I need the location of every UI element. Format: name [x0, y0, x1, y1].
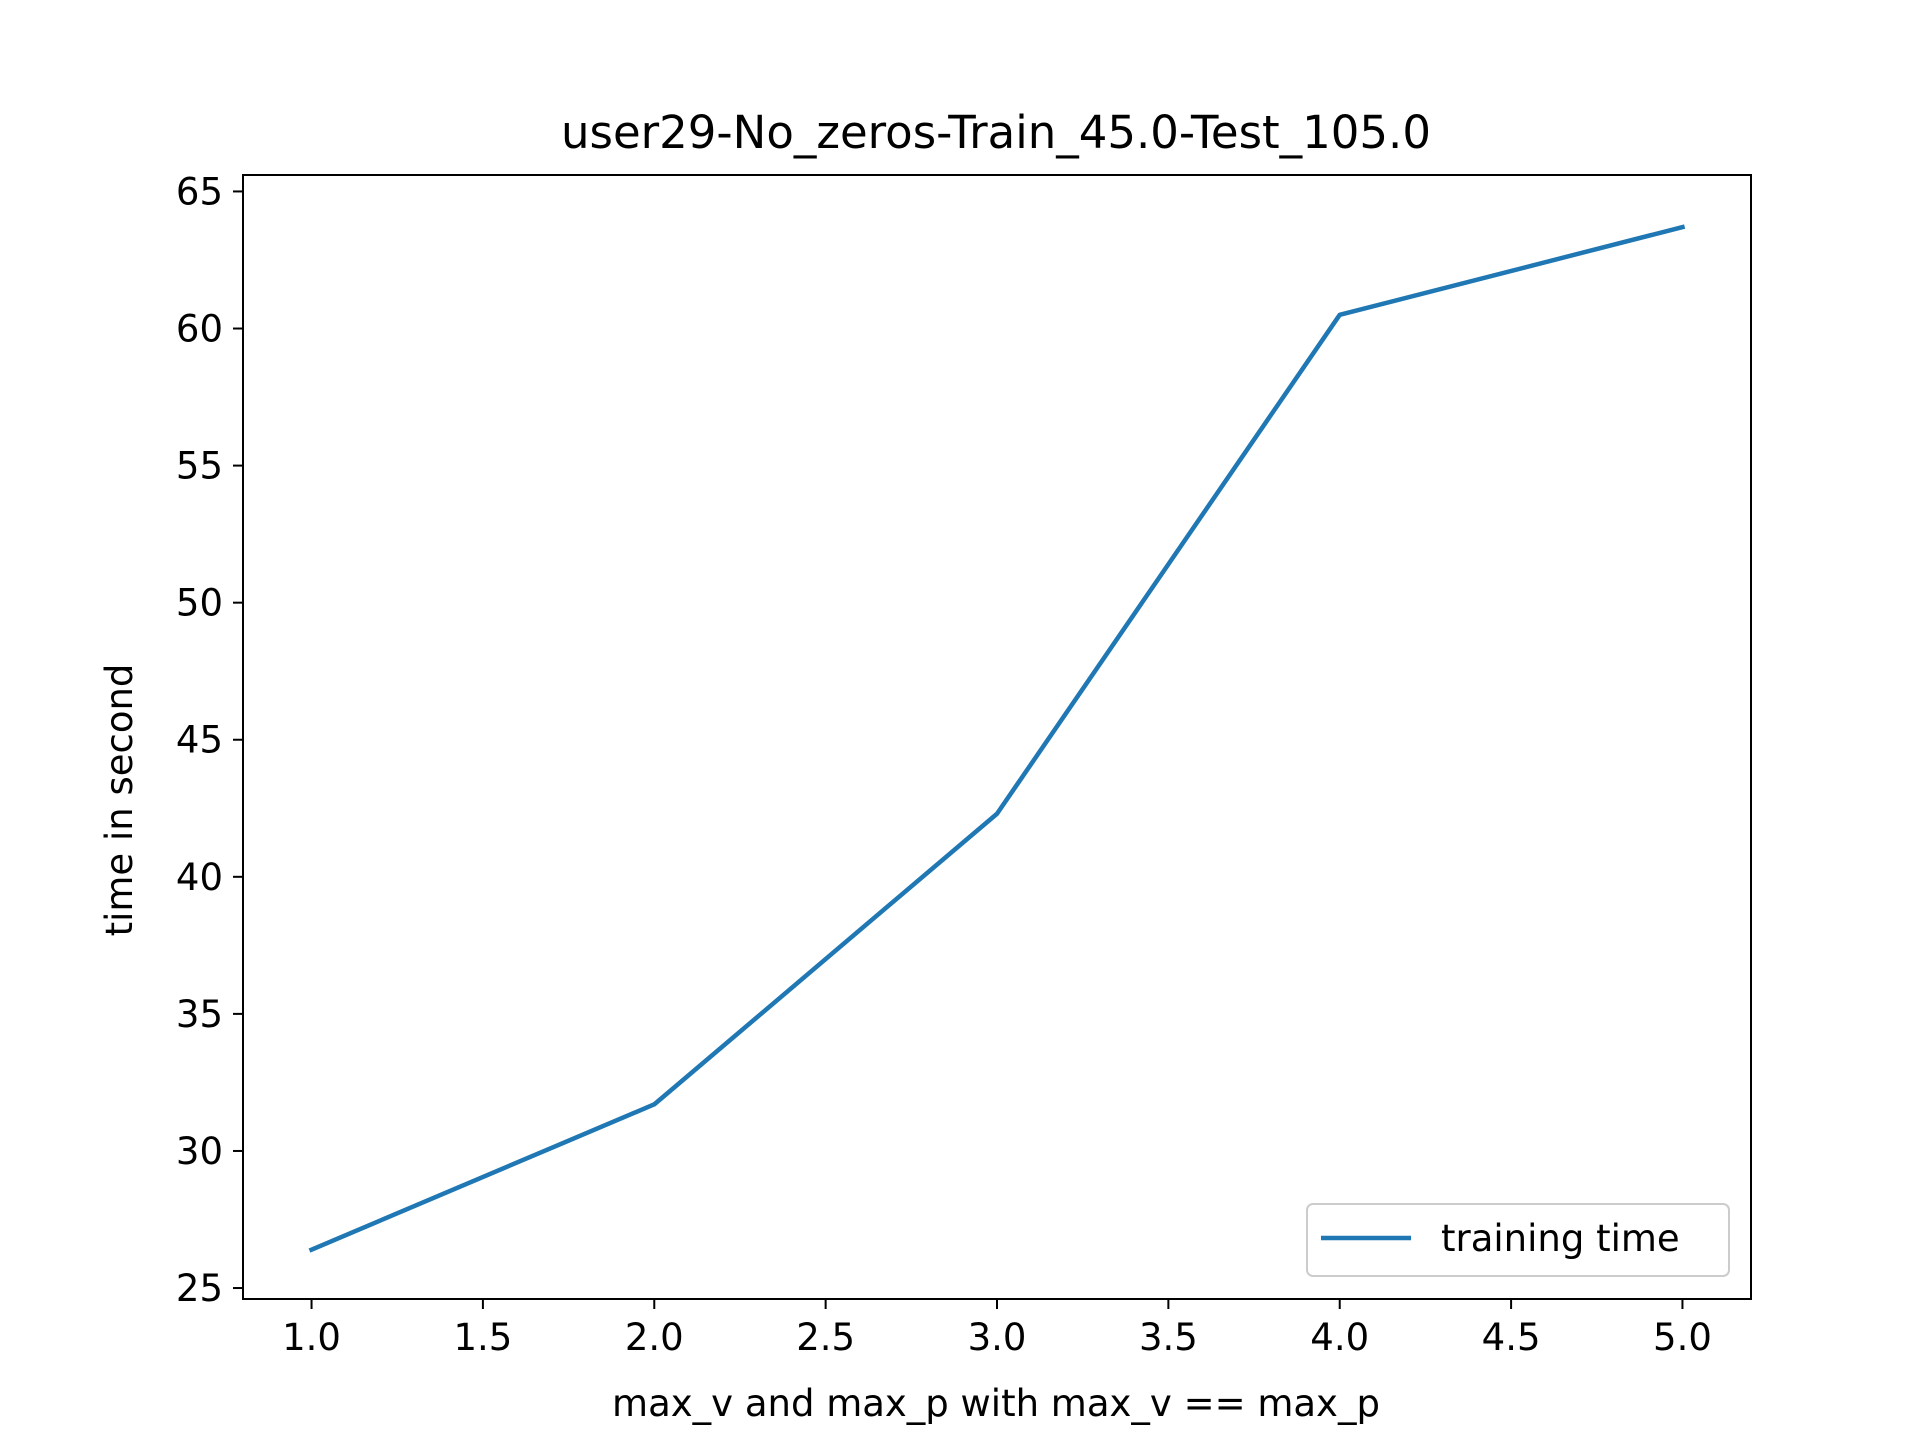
x-tick-label: 2.0: [625, 1316, 684, 1359]
x-tick-label: 5.0: [1653, 1316, 1712, 1359]
legend-label-training-time: training time: [1441, 1217, 1680, 1260]
legend-box: [1306, 1203, 1730, 1277]
series-layer: [308, 224, 1686, 1253]
y-tick-label: 40: [176, 856, 223, 899]
x-tick-label: 3.0: [968, 1316, 1027, 1359]
y-tick-label: 35: [176, 993, 223, 1036]
x-tick-label: 4.5: [1482, 1316, 1541, 1359]
x-tick-label: 4.0: [1310, 1316, 1369, 1359]
legend: training time: [1306, 1203, 1730, 1277]
y-axis-title: time in second: [98, 664, 141, 937]
x-tick-label: 3.5: [1139, 1316, 1198, 1359]
x-axis-ticks: 1.0 1.5 2.0 2.5 3.0 3.5 4.0 4.5 5.0: [282, 1299, 1712, 1359]
chart-title: user29-No_zeros-Train_45.0-Test_105.0: [561, 106, 1431, 159]
y-axis-ticks: 25 30 35 40 45 50 55 60 65: [176, 170, 243, 1310]
y-tick-label: 50: [176, 582, 223, 625]
y-tick-label: 30: [176, 1130, 223, 1173]
x-tick-label: 1.0: [282, 1316, 341, 1359]
y-tick-label: 60: [176, 308, 223, 351]
series-line-training-time: [308, 224, 1686, 1253]
x-axis-title: max_v and max_p with max_v == max_p: [612, 1382, 1380, 1425]
y-tick-label: 55: [176, 445, 223, 488]
y-tick-label: 45: [176, 719, 223, 762]
x-tick-label: 1.5: [453, 1316, 512, 1359]
x-tick-label: 2.5: [796, 1316, 855, 1359]
y-tick-label: 25: [176, 1267, 223, 1310]
y-tick-label: 65: [176, 170, 223, 213]
